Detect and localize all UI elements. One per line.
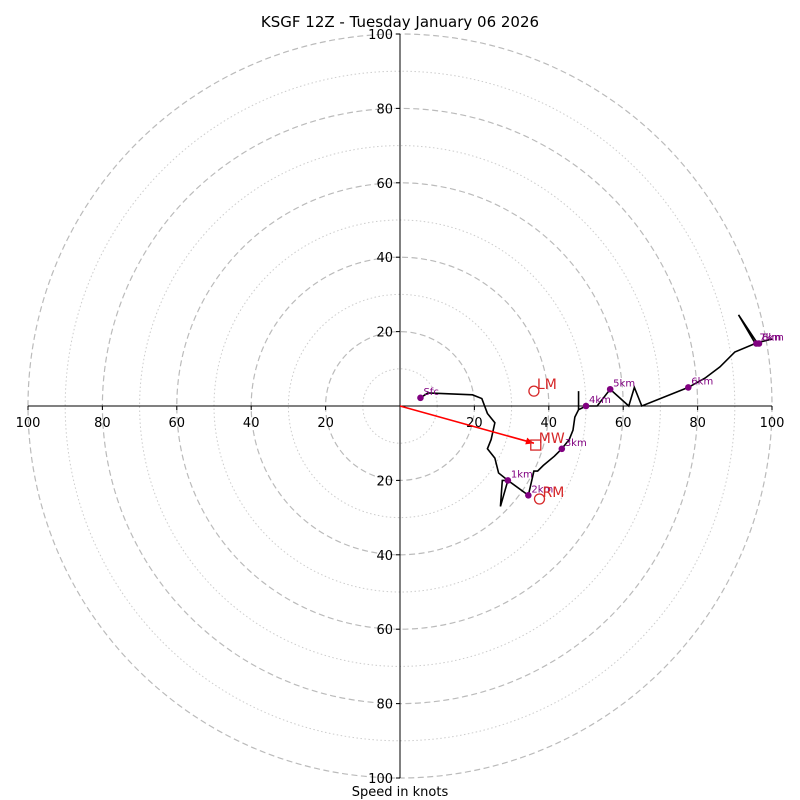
height-marker-sfc <box>417 394 424 402</box>
y-tick-label: 60 <box>376 623 393 638</box>
height-label-sfc: Sfc <box>423 387 438 398</box>
x-tick-label: 20 <box>317 416 334 431</box>
x-axis-label: Speed in knots <box>352 785 449 800</box>
storm-motion-marker-mw <box>530 439 542 451</box>
tick-labels: 100 80 60 40 20 20 40 60 80 100100806040202040608… <box>16 28 785 787</box>
x-tick-label: 100 <box>16 416 41 431</box>
height-label-1km: 1km <box>511 469 533 480</box>
height-label-4km: 4km <box>589 395 611 406</box>
height-label-5km: 5km <box>613 378 635 389</box>
height-marker-1km <box>504 477 512 484</box>
hodograph-line <box>420 314 773 507</box>
storm-motion-label-mw: MW <box>539 431 565 447</box>
storm-motion-marker-rm <box>533 493 546 505</box>
y-tick-label: 40 <box>376 549 393 564</box>
height-marker-2km <box>525 491 532 499</box>
y-tick-label: 80 <box>376 698 393 713</box>
storm-motion-label-rm: RM <box>543 485 565 501</box>
y-tick-label: 100 <box>368 28 393 43</box>
height-label-8km: 8km <box>762 333 784 344</box>
height-label-3km: 3km <box>565 438 587 449</box>
height-label-7km: 7km <box>759 333 781 344</box>
storm-motion-marker-lm <box>528 385 540 397</box>
x-tick-label: 40 <box>243 416 260 431</box>
y-tick-label: 20 <box>376 474 393 489</box>
mean-wind-vector <box>399 405 535 445</box>
mean-wind-arrow-head <box>525 437 534 445</box>
y-tick-label: 20 <box>376 326 393 341</box>
y-tick-label: 40 <box>376 251 393 266</box>
y-tick-label: 60 <box>376 177 393 192</box>
chart-title: KSGF 12Z - Tuesday January 06 2026 <box>261 13 539 31</box>
x-tick-label: 80 <box>689 416 706 431</box>
hodograph-trace <box>420 314 773 507</box>
height-label-2km: 2km <box>531 484 553 495</box>
storm-motion-label-lm: LM <box>537 377 557 393</box>
x-tick-label: 100 <box>760 416 785 431</box>
y-tick-label: 100 <box>368 772 393 787</box>
x-tick-label: 40 <box>541 416 558 431</box>
height-marker-3km <box>558 445 566 453</box>
x-tick-label: 60 <box>615 416 632 431</box>
x-tick-label: 60 <box>169 416 186 431</box>
height-marker-8km <box>755 340 763 347</box>
x-tick-label: 80 <box>94 416 111 431</box>
storm-motions: LM RM MW <box>528 377 565 505</box>
height-marker-6km <box>685 384 692 391</box>
mean-wind-arrow-line <box>399 405 535 444</box>
height-marker-4km <box>582 402 590 410</box>
height-label-6km: 6km <box>691 376 713 387</box>
height-marker-5km <box>606 385 614 393</box>
y-tick-label: 80 <box>376 102 393 117</box>
